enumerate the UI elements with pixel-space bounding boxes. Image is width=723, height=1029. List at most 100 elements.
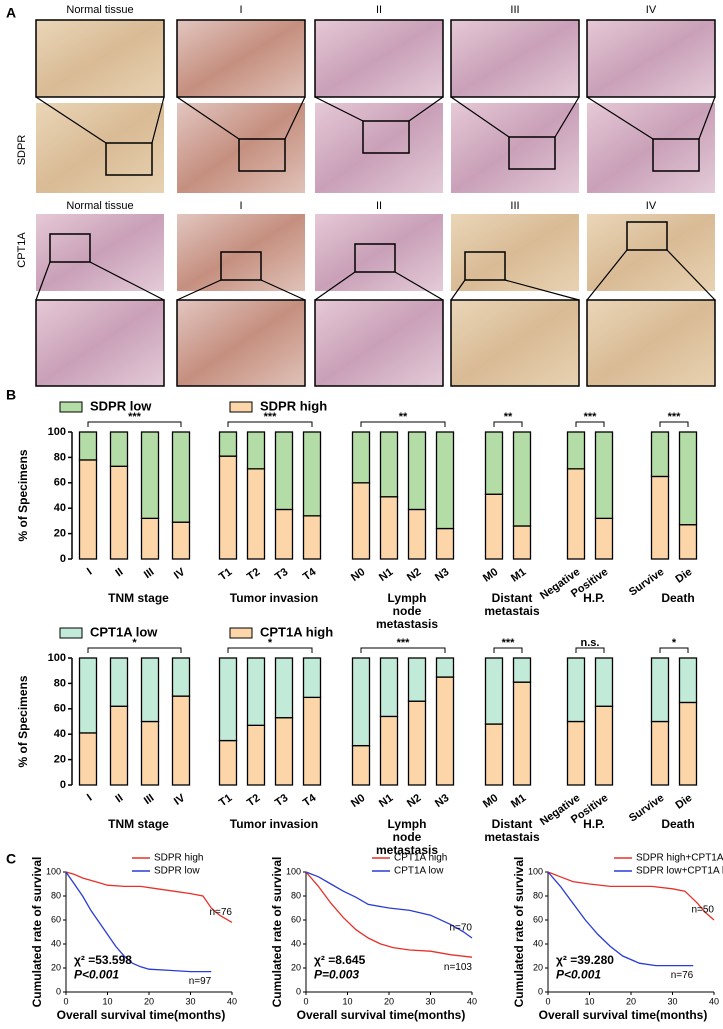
bar-segment <box>351 431 371 484</box>
y-tick-label: 60 <box>54 477 66 489</box>
bar-segment <box>171 657 191 697</box>
bar-segment <box>274 657 294 719</box>
column-label: I <box>239 4 242 16</box>
x-tick-label: 20 <box>144 996 154 1006</box>
zoom-box <box>626 221 668 251</box>
group-label: Distant metastais <box>484 591 540 618</box>
x-tick-label: 0 <box>63 996 68 1006</box>
zoom-line <box>35 261 51 301</box>
significance-label: * <box>268 637 273 649</box>
bar-segment <box>435 676 455 786</box>
micrograph <box>36 103 164 193</box>
bar-segment <box>484 723 504 786</box>
y-tick-label: 80 <box>533 890 543 900</box>
zoom-box <box>49 233 91 263</box>
y-tick-label: 100 <box>286 866 301 876</box>
y-axis-label: Cumulated rate of survival <box>270 857 284 1008</box>
zoom-line <box>284 96 306 140</box>
legend-label: CPT1A low <box>90 624 158 639</box>
y-axis-label: Cumulated rate of survival <box>30 857 44 1008</box>
bar-segment <box>171 521 191 560</box>
group-label: H.P. <box>583 817 605 831</box>
bar-segment <box>274 717 294 786</box>
bar-segment <box>379 496 399 560</box>
x-tick-label: M0 <box>481 792 500 811</box>
bar-segment <box>650 475 670 560</box>
micrograph <box>451 103 579 193</box>
y-tick-label: 20 <box>533 962 543 972</box>
y-tick-label: 0 <box>296 986 301 996</box>
micrograph <box>176 299 306 387</box>
significance-bracket <box>227 421 313 427</box>
x-tick-label: 20 <box>384 996 394 1006</box>
bar-segment <box>78 657 98 734</box>
legend-label: CPT1A high <box>394 853 447 864</box>
bar-segment <box>218 739 238 786</box>
legend-label: SDPR high <box>260 398 327 413</box>
significance-label: *** <box>502 637 516 649</box>
significance-label: ** <box>504 411 513 423</box>
y-tick-label: 80 <box>291 890 301 900</box>
bar-segment <box>407 508 427 560</box>
legend-label: SDPR low <box>154 866 200 877</box>
x-tick-label: N0 <box>349 792 367 810</box>
x-tick-label: 40 <box>467 996 477 1006</box>
column-label: III <box>510 200 519 212</box>
x-tick-label: I <box>85 566 94 578</box>
n-label: n=70 <box>449 923 472 934</box>
legend-label: SDPR high <box>154 853 203 864</box>
y-tick-label: 40 <box>533 938 543 948</box>
bar-segment <box>678 701 698 786</box>
y-tick-label: 20 <box>54 754 66 766</box>
micrograph <box>315 103 443 193</box>
micrograph <box>35 19 165 98</box>
significance-bracket <box>87 421 182 427</box>
bar-segment <box>379 715 399 786</box>
x-tick-label: T4 <box>301 566 319 584</box>
micrograph <box>177 103 305 193</box>
bar-segment <box>302 431 322 517</box>
x-tick-label: IV <box>172 792 188 808</box>
x-axis-label: Overall survival time(months) <box>297 1008 466 1022</box>
y-tick-label: 20 <box>51 962 61 972</box>
legend-label: SDPR low <box>90 398 152 413</box>
significance-bracket <box>659 647 689 653</box>
zoom-line <box>260 279 306 301</box>
x-tick-label: 40 <box>709 996 719 1006</box>
group-label: H.P. <box>583 591 605 605</box>
legend-swatch <box>59 401 83 413</box>
x-tick-label: N2 <box>405 792 423 810</box>
significance-bracket <box>493 421 523 427</box>
panel-label: C <box>6 851 16 867</box>
panel-label: B <box>6 387 16 403</box>
legend-label: SDPR low+CPT1A high <box>636 866 723 877</box>
x-tick-label: T1 <box>217 566 234 583</box>
y-tick-label: 40 <box>54 502 66 514</box>
y-axis-label: Cumulated rate of survival <box>512 857 526 1008</box>
x-tick-label: Die <box>673 566 694 586</box>
column-label: II <box>376 200 382 212</box>
significance-bracket <box>227 647 313 653</box>
significance-label: *** <box>668 411 682 423</box>
row-label: CPT1A <box>16 232 28 268</box>
bar-segment <box>109 431 129 467</box>
x-tick-label: M1 <box>509 792 528 811</box>
bar-segment <box>351 657 371 747</box>
micrograph <box>35 299 165 387</box>
x-tick-label: M0 <box>481 566 500 585</box>
x-tick-label: 20 <box>626 996 636 1006</box>
bar-segment <box>218 657 238 742</box>
x-tick-label: 0 <box>545 996 550 1006</box>
y-tick-label: 20 <box>291 962 301 972</box>
bar-segment <box>246 724 266 786</box>
y-tick-label: 0 <box>538 986 543 996</box>
significance-bracket <box>575 421 605 427</box>
zoom-line <box>450 96 510 138</box>
panel-label: A <box>6 5 16 21</box>
bar-segment <box>594 517 614 560</box>
y-tick-label: 80 <box>54 451 66 463</box>
group-label: Death <box>661 591 694 605</box>
zoom-box <box>362 120 410 154</box>
significance-bracket <box>493 647 523 653</box>
column-label: Normal tissue <box>66 4 133 16</box>
